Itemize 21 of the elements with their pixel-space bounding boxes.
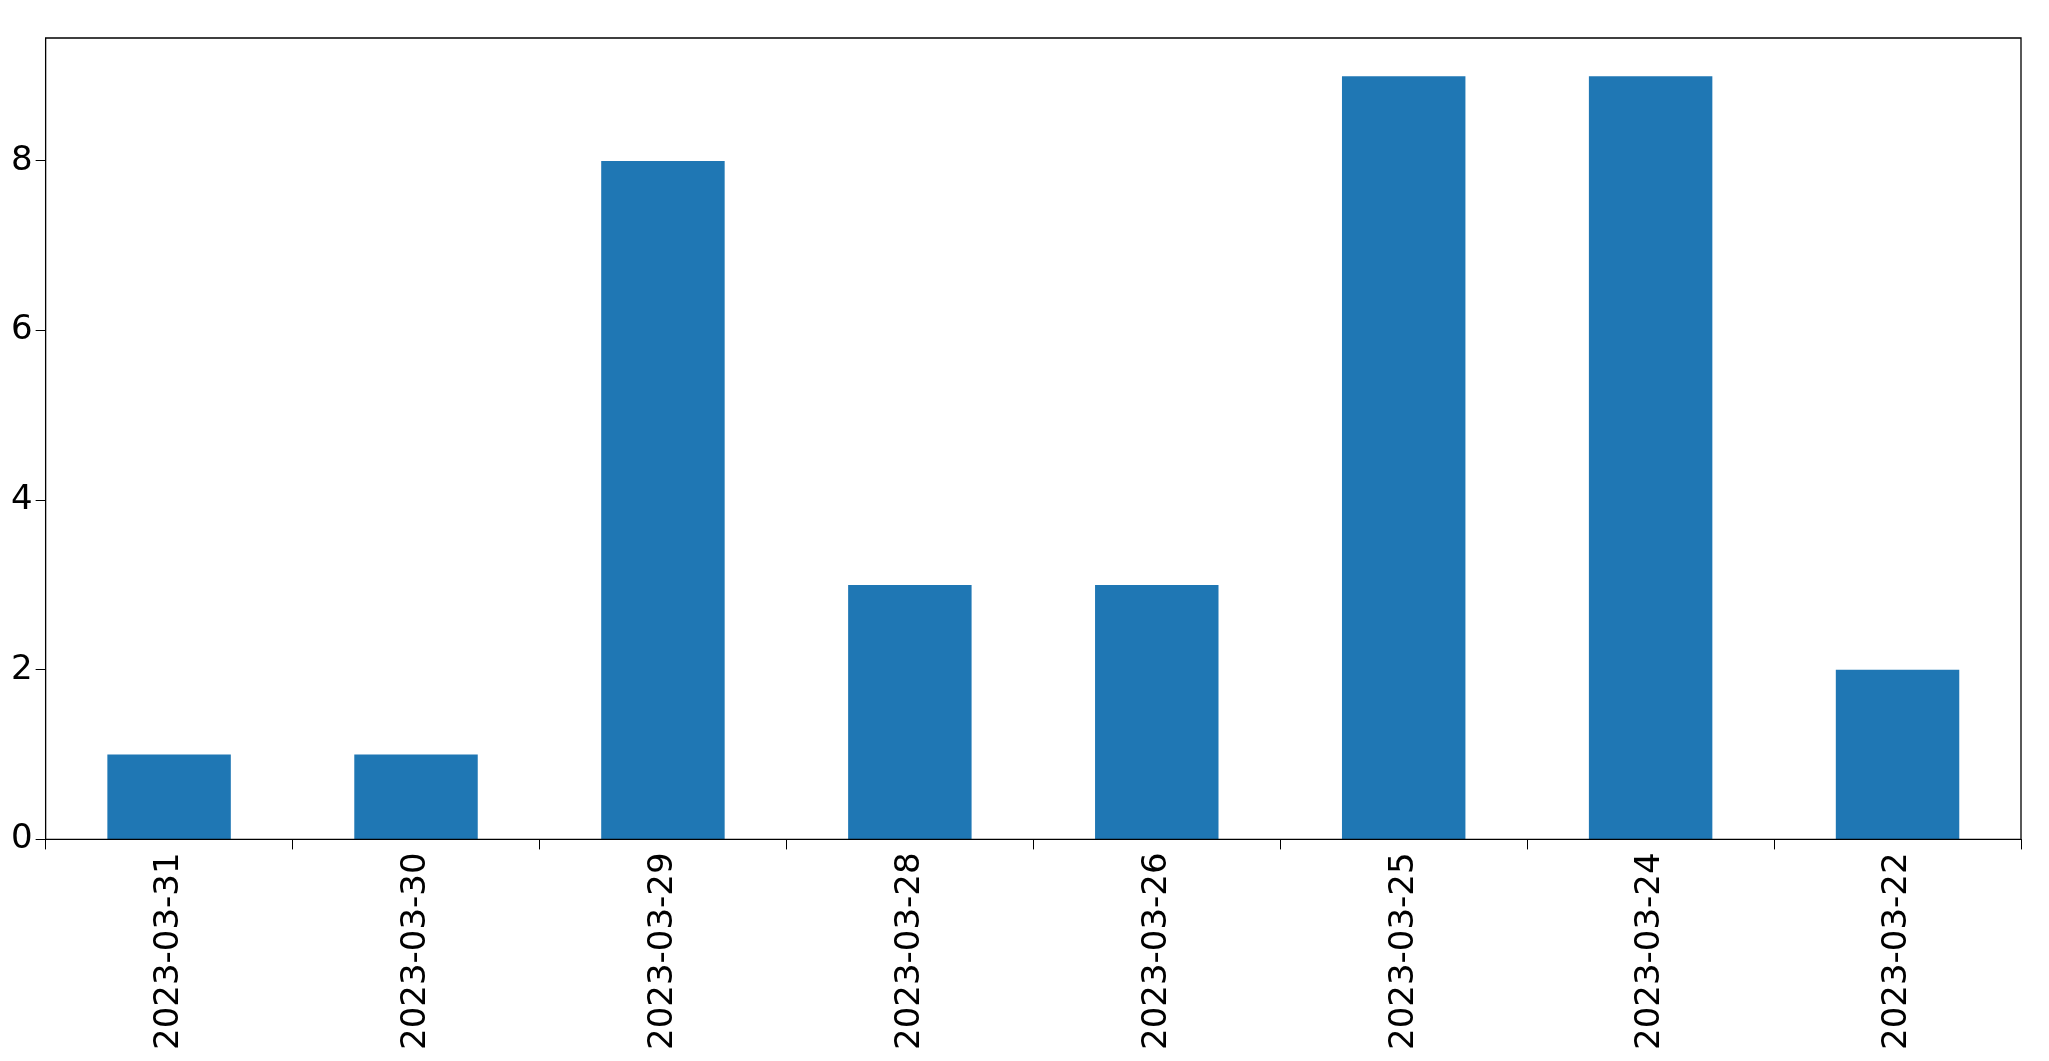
x-tick-label: 2023-03-29 — [639, 852, 680, 1050]
x-tick-label: 2023-03-28 — [886, 852, 927, 1050]
bar — [848, 584, 972, 839]
y-tick-label: 2 — [10, 646, 33, 687]
bar — [1835, 669, 1960, 839]
y-tick-label: 4 — [10, 477, 33, 518]
bar — [1095, 584, 1219, 839]
bar — [1341, 76, 1466, 839]
y-tick-label: 0 — [10, 816, 33, 857]
y-tick-label: 8 — [10, 137, 33, 178]
y-tick-label: 6 — [10, 307, 33, 348]
x-tick-label: 2023-03-31 — [145, 852, 186, 1050]
x-tick-label: 2023-03-25 — [1380, 852, 1421, 1050]
x-tick-label: 2023-03-30 — [392, 852, 433, 1050]
x-tick-label: 2023-03-26 — [1133, 852, 1174, 1050]
bar — [354, 754, 478, 839]
bar — [601, 160, 725, 839]
bar — [1588, 76, 1713, 839]
x-tick-label: 2023-03-22 — [1874, 852, 1915, 1050]
bar — [107, 754, 231, 839]
x-tick-label: 2023-03-24 — [1627, 852, 1668, 1050]
